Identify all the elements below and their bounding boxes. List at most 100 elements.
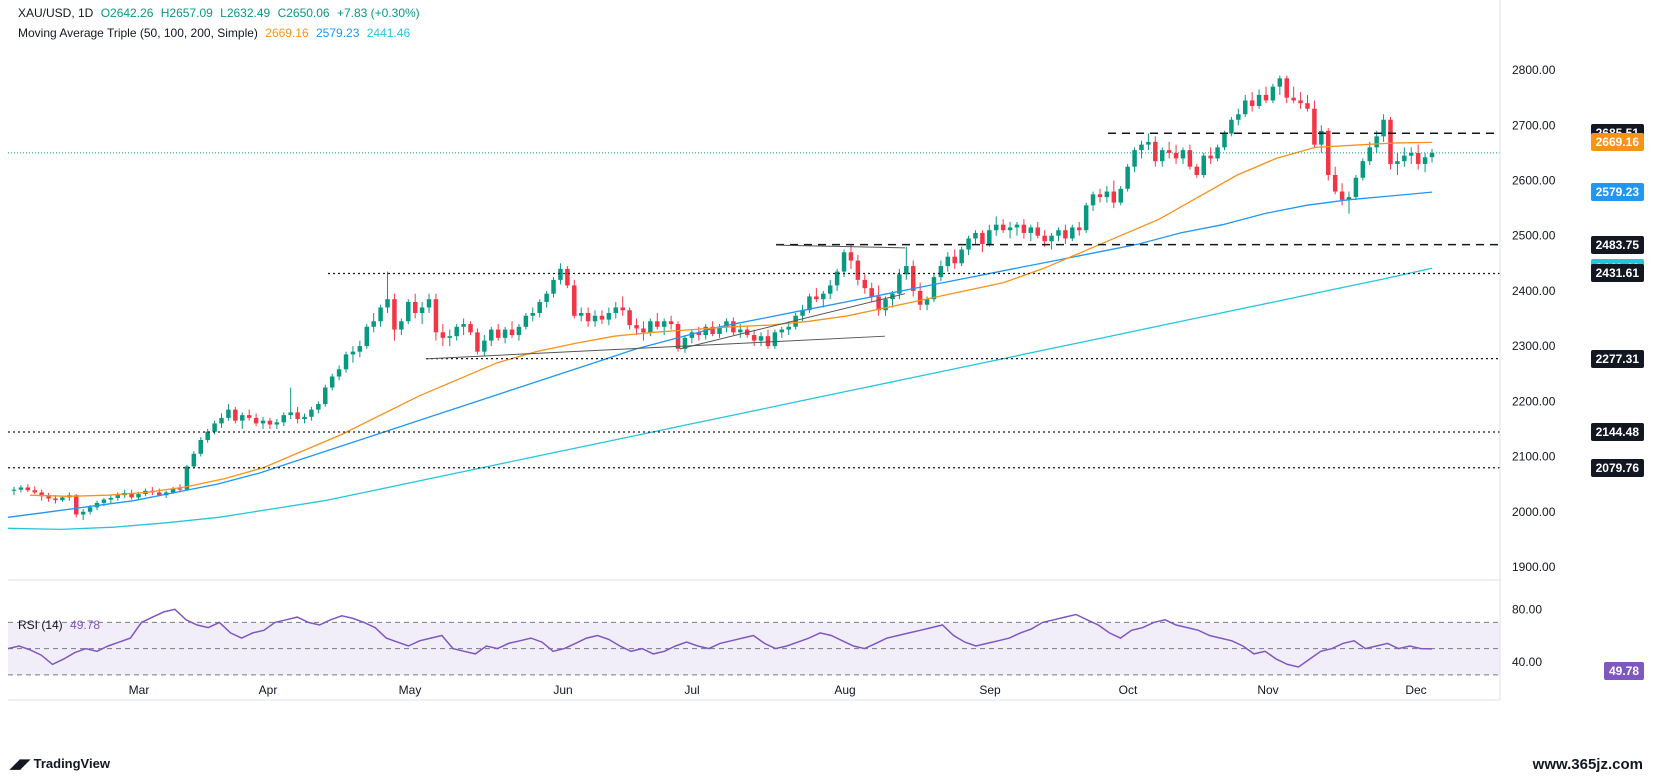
change-value: +7.83 (+0.30%) bbox=[336, 6, 420, 20]
candle-up bbox=[1090, 191, 1096, 211]
ma200-value: 2441.46 bbox=[366, 26, 411, 40]
candle-body bbox=[1173, 152, 1179, 159]
candle-body bbox=[25, 487, 31, 491]
candle-up bbox=[807, 293, 812, 313]
candle-down bbox=[668, 315, 674, 330]
candle-body bbox=[1429, 152, 1435, 158]
candle-up bbox=[316, 401, 321, 414]
candle-down bbox=[46, 492, 51, 502]
candle-down bbox=[1097, 188, 1103, 203]
candle-body bbox=[1263, 94, 1269, 101]
candle-body bbox=[620, 307, 625, 311]
candle-up bbox=[523, 313, 529, 330]
candle-body bbox=[1090, 194, 1096, 206]
candle-body bbox=[668, 321, 674, 325]
candle-body bbox=[793, 315, 798, 327]
candle-body bbox=[101, 499, 107, 503]
candle-body bbox=[489, 329, 494, 341]
rsi-legend-value: 49.78 bbox=[70, 618, 101, 632]
candle-up bbox=[454, 324, 459, 341]
candle-down bbox=[495, 324, 501, 341]
candle-body bbox=[648, 321, 653, 333]
candle-down bbox=[1332, 166, 1338, 195]
trendline bbox=[425, 335, 886, 360]
candle-up bbox=[779, 326, 785, 338]
candle-body bbox=[1153, 141, 1158, 162]
candle-down bbox=[585, 307, 591, 327]
candle-up bbox=[1277, 75, 1283, 95]
candle-body bbox=[1187, 150, 1193, 167]
axes: 1900.00 2000.00 2100.00 2200.00 2300.00 2400.… bbox=[8, 0, 1556, 701]
x-tick-label: Mar bbox=[129, 683, 150, 697]
rsi-band bbox=[8, 622, 1500, 675]
candle-down bbox=[675, 321, 681, 352]
candle-up bbox=[1007, 221, 1013, 239]
candle-body bbox=[1381, 119, 1386, 137]
candle-body bbox=[129, 492, 134, 498]
candle-body bbox=[897, 274, 902, 294]
candle-body bbox=[1049, 235, 1054, 242]
x-tick-label: Apr bbox=[259, 683, 278, 697]
y-tick-label: 2800.00 bbox=[1512, 63, 1556, 77]
rsi-label: RSI (14) bbox=[18, 618, 63, 632]
candle-up bbox=[1395, 152, 1400, 175]
candle-body bbox=[406, 301, 411, 322]
candlestick-pane[interactable] bbox=[7, 75, 1500, 531]
candle-down bbox=[74, 494, 79, 518]
candle-body bbox=[786, 326, 791, 330]
candle-body bbox=[869, 288, 874, 297]
candle-body bbox=[1339, 191, 1345, 200]
candle-up bbox=[274, 419, 280, 429]
candle-up bbox=[18, 485, 24, 493]
candle-body bbox=[578, 313, 584, 316]
candle-body bbox=[246, 415, 252, 418]
candle-down bbox=[1166, 141, 1172, 159]
x-tick-label: Dec bbox=[1405, 683, 1426, 697]
tradingview-logo[interactable]: ◢◤ TradingView bbox=[10, 756, 110, 772]
candle-body bbox=[1125, 166, 1130, 189]
candle-up bbox=[883, 296, 888, 316]
candle-body bbox=[1104, 191, 1110, 198]
candle-up bbox=[80, 508, 86, 521]
y-tick-label: 2500.00 bbox=[1512, 229, 1556, 243]
candle-body bbox=[1180, 150, 1186, 159]
candle-up bbox=[516, 324, 522, 341]
candle-body bbox=[751, 335, 757, 341]
candle-body bbox=[136, 494, 141, 498]
candle-down bbox=[433, 293, 439, 341]
candle-body bbox=[1000, 224, 1006, 231]
candle-up bbox=[959, 246, 964, 267]
ma100-line bbox=[7, 191, 1433, 518]
candle-body bbox=[288, 412, 293, 416]
candle-body bbox=[1056, 230, 1061, 236]
candle-body bbox=[779, 329, 785, 333]
candle-up bbox=[821, 290, 826, 308]
candle-down bbox=[1263, 86, 1269, 104]
candle-down bbox=[627, 307, 632, 330]
candle-body bbox=[917, 290, 923, 305]
candle-down bbox=[1291, 86, 1296, 104]
candle-up bbox=[108, 495, 114, 504]
candle-body bbox=[212, 423, 217, 432]
candle-body bbox=[675, 324, 681, 349]
candle-body bbox=[87, 507, 93, 512]
candle-up bbox=[578, 307, 584, 322]
candle-body bbox=[1367, 147, 1372, 162]
high-value: H2657.09 bbox=[160, 6, 213, 20]
ma50-value: 2669.16 bbox=[265, 26, 309, 40]
candle-up bbox=[205, 428, 210, 443]
candle-body bbox=[862, 279, 868, 289]
rsi-tag: 49.78 bbox=[1603, 662, 1644, 680]
candle-up bbox=[1360, 158, 1366, 181]
candle-body bbox=[170, 488, 176, 493]
ohlc-legend: XAU/USD, 1D O2642.26 H2657.09 L2632.49 C… bbox=[18, 6, 424, 20]
candle-body bbox=[80, 511, 86, 515]
candle-up bbox=[336, 365, 342, 381]
candle-up bbox=[1125, 163, 1130, 192]
candle-up bbox=[502, 326, 508, 344]
rsi-pane[interactable] bbox=[7, 608, 1500, 676]
candle-up bbox=[530, 307, 536, 322]
candle-body bbox=[724, 321, 729, 327]
y-tick-label: 2700.00 bbox=[1512, 118, 1556, 132]
